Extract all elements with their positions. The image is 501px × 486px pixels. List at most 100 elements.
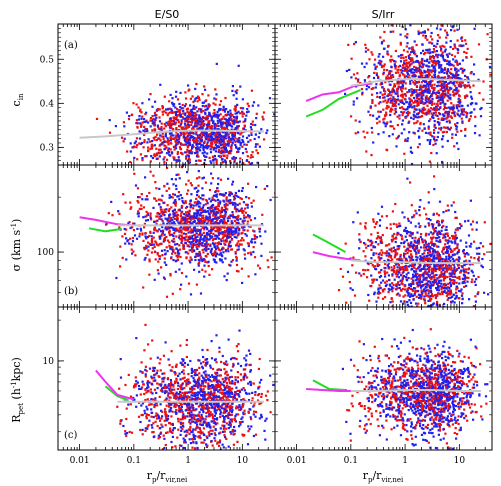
- point-blue: [216, 146, 219, 149]
- point-blue: [172, 240, 175, 243]
- point-blue: [455, 89, 458, 92]
- point-red: [156, 212, 159, 215]
- point-blue: [211, 198, 214, 201]
- point-blue: [234, 231, 237, 234]
- point-blue: [269, 198, 272, 202]
- point-red: [430, 103, 434, 106]
- point-red: [364, 227, 367, 230]
- point-blue: [237, 221, 240, 224]
- point-blue: [198, 213, 201, 216]
- point-red: [270, 256, 273, 259]
- point-red: [380, 66, 384, 69]
- point-blue: [395, 145, 398, 148]
- point-blue: [204, 137, 207, 140]
- point-blue: [137, 215, 140, 218]
- point-blue: [440, 96, 443, 99]
- point-red: [430, 151, 433, 155]
- point-red: [142, 286, 145, 289]
- point-blue: [217, 130, 220, 133]
- point-red: [165, 295, 169, 298]
- point-red: [178, 138, 181, 141]
- point-blue: [213, 154, 216, 158]
- point-red: [252, 229, 255, 232]
- point-blue: [225, 230, 228, 233]
- point-blue: [389, 120, 392, 123]
- point-red: [215, 132, 218, 135]
- point-red: [432, 143, 435, 147]
- point-blue: [169, 225, 172, 229]
- point-blue: [180, 262, 183, 265]
- point-red: [423, 257, 426, 260]
- point-red: [396, 124, 399, 127]
- point-blue: [233, 139, 236, 142]
- point-red: [221, 237, 224, 240]
- point-blue: [456, 28, 459, 31]
- point-blue: [206, 202, 209, 205]
- point-blue: [399, 64, 402, 67]
- point-blue: [219, 252, 222, 255]
- point-red: [233, 108, 236, 111]
- point-blue: [241, 189, 244, 192]
- point-blue: [208, 112, 211, 115]
- point-red: [153, 245, 156, 248]
- point-red: [453, 92, 456, 95]
- point-blue: [420, 91, 423, 94]
- point-red: [418, 71, 422, 74]
- point-red: [202, 223, 205, 226]
- point-red: [143, 222, 146, 225]
- point-blue: [205, 104, 208, 107]
- point-red: [428, 99, 432, 102]
- point-red: [218, 241, 221, 244]
- point-blue: [207, 123, 210, 126]
- point-red: [184, 132, 187, 135]
- point-blue: [435, 303, 438, 306]
- point-red: [401, 106, 404, 109]
- point-red: [178, 234, 181, 237]
- point-blue: [164, 217, 167, 220]
- point-red: [199, 256, 202, 259]
- point-blue: [429, 139, 432, 142]
- point-red: [243, 207, 247, 210]
- point-blue: [207, 230, 211, 233]
- point-blue: [454, 74, 457, 77]
- point-red: [406, 114, 410, 117]
- point-blue: [451, 133, 454, 136]
- point-red: [200, 222, 203, 225]
- point-red: [155, 152, 158, 155]
- point-blue: [179, 123, 182, 126]
- point-blue: [441, 113, 445, 116]
- point-blue: [216, 113, 219, 116]
- point-blue: [212, 168, 214, 170]
- point-red: [354, 132, 357, 135]
- point-red: [123, 232, 127, 235]
- point-blue: [408, 131, 411, 134]
- point-red: [202, 231, 205, 234]
- point-red: [186, 219, 189, 222]
- point-blue: [184, 151, 187, 154]
- point-red: [139, 153, 142, 156]
- point-blue: [241, 187, 244, 190]
- scatter-points-b-right: [337, 175, 492, 307]
- point-red: [161, 132, 164, 135]
- point-red: [185, 97, 188, 100]
- point-red: [201, 93, 204, 96]
- point-blue: [186, 215, 189, 218]
- point-blue: [131, 252, 134, 255]
- point-blue: [223, 208, 226, 212]
- point-red: [187, 146, 190, 149]
- point-blue: [443, 287, 446, 290]
- point-blue: [401, 79, 404, 82]
- point-red: [238, 141, 241, 144]
- point-blue: [231, 183, 234, 186]
- point-blue: [215, 165, 217, 167]
- point-blue: [205, 237, 208, 240]
- point-blue: [213, 127, 216, 130]
- point-red: [229, 131, 232, 134]
- point-red: [398, 82, 401, 85]
- point-blue: [470, 97, 474, 100]
- point-red: [422, 112, 425, 115]
- point-red: [424, 86, 427, 89]
- point-red: [280, 210, 282, 212]
- point-red: [404, 66, 407, 69]
- point-blue: [433, 71, 436, 74]
